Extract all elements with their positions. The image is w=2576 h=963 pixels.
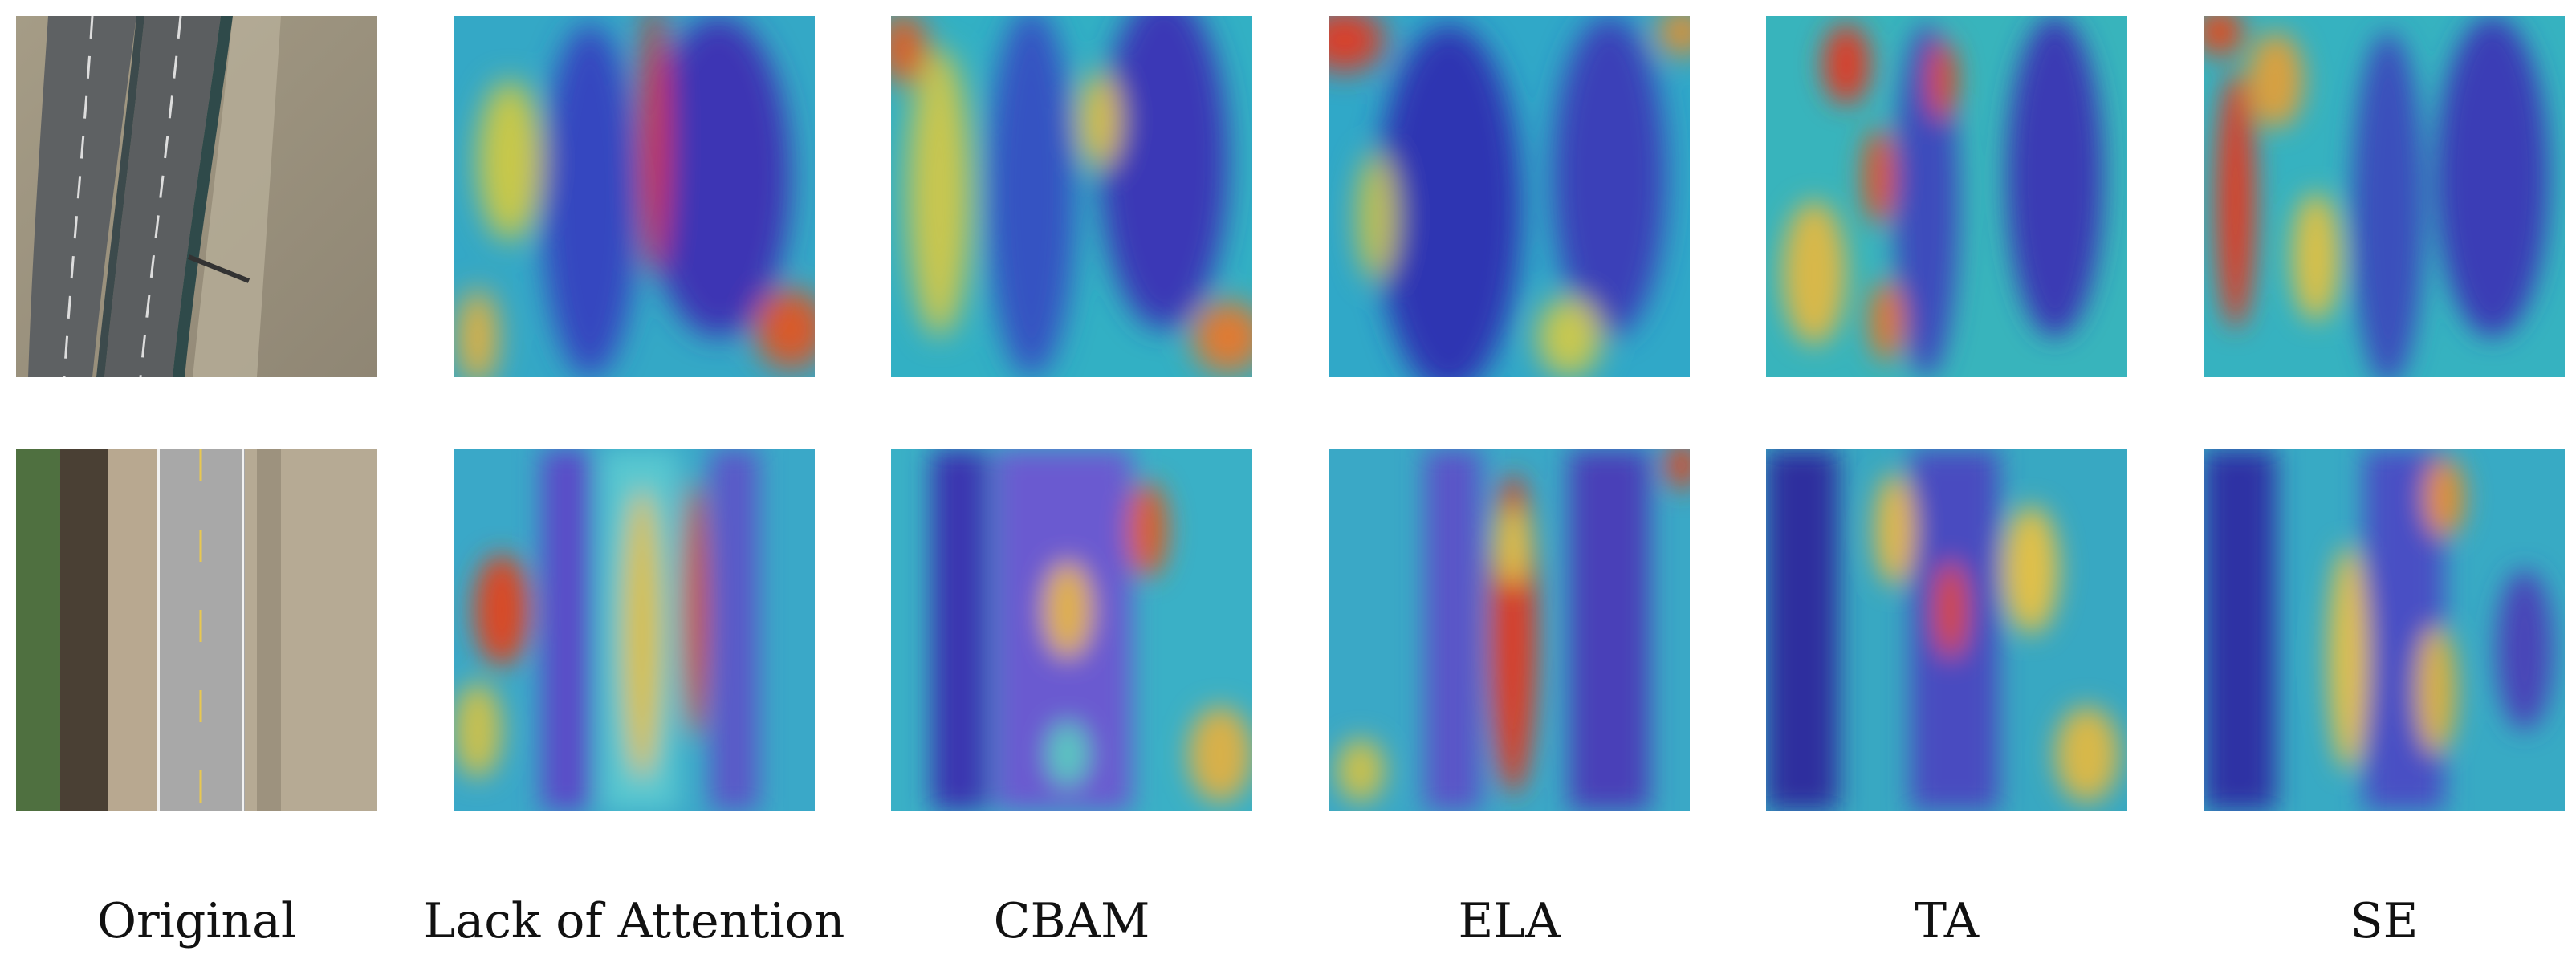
tile-lack-row2	[454, 449, 815, 811]
heatmap-ela-straight-road	[1329, 449, 1690, 811]
image-original-curved-road	[16, 16, 377, 377]
caption-ta: TA	[1914, 893, 1980, 949]
tile-original-row1	[16, 16, 377, 377]
tile-ela-row2	[1329, 449, 1690, 811]
tile-se-row1	[2204, 16, 2565, 377]
image-original-straight-road	[16, 449, 377, 811]
tile-lack-row1	[454, 16, 815, 377]
caption-original: Original	[96, 893, 297, 949]
heatmap-se-curved-road	[2204, 16, 2565, 377]
heatmap-ta-curved-road	[1766, 16, 2127, 377]
tile-cbam-row2	[891, 449, 1252, 811]
heatmap-cbam-curved-road	[891, 16, 1252, 377]
tile-ela-row1	[1329, 16, 1690, 377]
caption-lack-of-attention: Lack of Attention	[423, 893, 845, 949]
tile-ta-row2	[1766, 449, 2127, 811]
caption-cbam: CBAM	[993, 893, 1150, 949]
tile-original-row2	[16, 449, 377, 811]
heatmap-cbam-straight-road	[891, 449, 1252, 811]
heatmap-se-straight-road	[2204, 449, 2565, 811]
heatmap-lack-of-attention-straight-road	[454, 449, 815, 811]
heatmap-ela-curved-road	[1329, 16, 1690, 377]
tile-se-row2	[2204, 449, 2565, 811]
heatmap-lack-of-attention-curved-road	[454, 16, 815, 377]
tile-cbam-row1	[891, 16, 1252, 377]
caption-ela: ELA	[1458, 893, 1561, 949]
caption-se: SE	[2350, 893, 2419, 949]
heatmap-ta-straight-road	[1766, 449, 2127, 811]
tile-ta-row1	[1766, 16, 2127, 377]
